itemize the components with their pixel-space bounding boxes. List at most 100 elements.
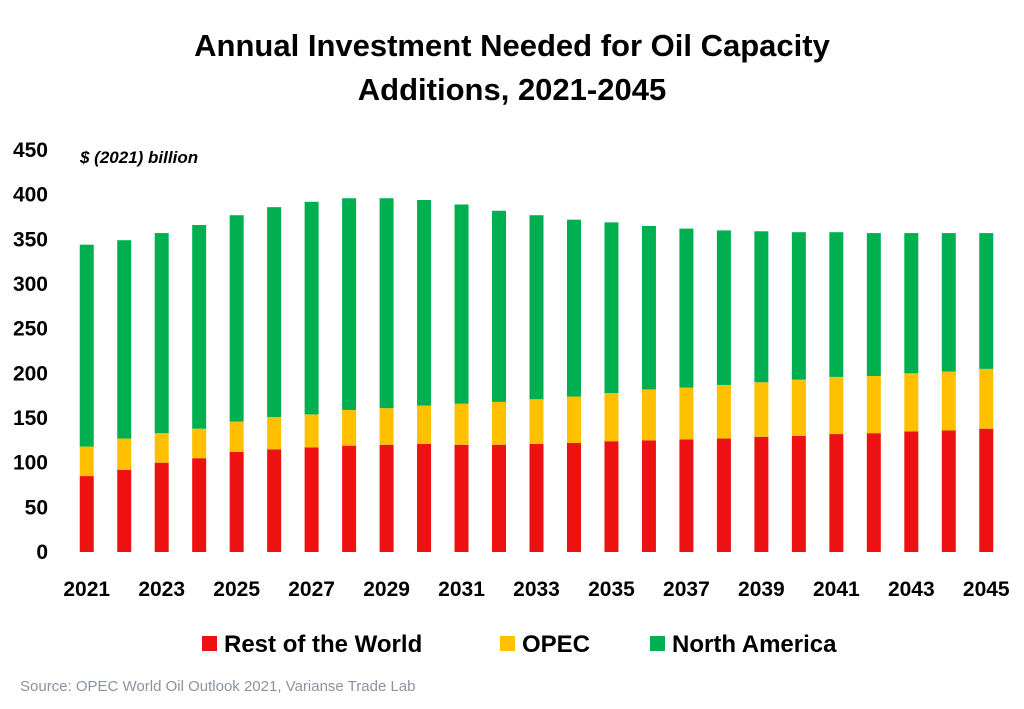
legend-label: North America [672, 631, 837, 658]
bar-segment [154, 433, 169, 463]
bar-segment [304, 201, 319, 415]
bar-segment [79, 244, 94, 447]
legend-swatch [202, 636, 217, 651]
bar-segment [117, 240, 132, 439]
bar-segment [454, 204, 469, 404]
bar-segment [417, 443, 432, 552]
bar-segment [192, 225, 207, 429]
bar-segment [716, 230, 731, 385]
legend-label: Rest of the World [224, 631, 422, 658]
y-tick-label: 300 [13, 273, 48, 296]
bar-segment [641, 440, 656, 552]
y-axis: 0 50 100 150 200 250 300 350 400 450 [13, 139, 48, 564]
bar-segment [492, 401, 507, 445]
bar-segment [754, 231, 769, 383]
y-unit-label: $ (2021) billion [79, 148, 198, 167]
bar-segment [941, 371, 956, 431]
chart-title-line-1: Annual Investment Needed for Oil Capacit… [194, 28, 830, 63]
bar-segment [566, 443, 581, 552]
bar-segment [342, 198, 357, 410]
y-tick-label: 450 [13, 139, 48, 162]
bar-segment [267, 449, 282, 552]
bar-segment [379, 444, 394, 552]
bar-segment [454, 444, 469, 552]
bar-segment [604, 392, 619, 442]
x-tick-label: 2027 [288, 578, 335, 601]
x-tick-label: 2035 [588, 578, 635, 601]
bar-segment [229, 451, 244, 552]
bar-segment [979, 368, 994, 429]
y-tick-label: 200 [13, 362, 48, 385]
y-tick-label: 0 [36, 541, 48, 564]
bar-segment [529, 215, 544, 400]
bar-segment [791, 232, 806, 380]
bar-segment [791, 379, 806, 436]
x-tick-label: 2037 [663, 578, 710, 601]
bar-segment [866, 233, 881, 377]
bar-segment [342, 445, 357, 552]
y-tick-label: 100 [13, 452, 48, 475]
bar-segment [866, 433, 881, 552]
bar-segment [679, 228, 694, 388]
y-tick-label: 50 [25, 496, 48, 519]
y-tick-label: 400 [13, 184, 48, 207]
bar-segment [379, 198, 394, 409]
bar-segment [604, 222, 619, 393]
bar-segment [566, 396, 581, 444]
bar-segment [979, 233, 994, 369]
bar-segment [829, 434, 844, 552]
bar-segment [979, 428, 994, 552]
x-tick-label: 2025 [213, 578, 260, 601]
bar-segment [492, 210, 507, 402]
chart-title: Annual Investment Needed for Oil Capacit… [0, 24, 1024, 112]
bar-segment [192, 458, 207, 552]
bar-segment [529, 399, 544, 444]
bar-segment [679, 439, 694, 552]
bar-segment [304, 447, 319, 552]
bar-segment [417, 200, 432, 406]
x-tick-label: 2043 [888, 578, 935, 601]
y-tick-label: 250 [13, 318, 48, 341]
x-tick-label: 2045 [963, 578, 1010, 601]
bar-segment [754, 382, 769, 437]
bar-segment [492, 444, 507, 552]
bar-segment [716, 384, 731, 439]
legend: Rest of the World OPEC North America [202, 631, 837, 658]
bar-segment [641, 225, 656, 390]
x-tick-label: 2041 [813, 578, 860, 601]
x-tick-label: 2031 [438, 578, 485, 601]
bar-segment [267, 417, 282, 450]
x-tick-label: 2029 [363, 578, 410, 601]
bar-segment [716, 438, 731, 552]
x-tick-label: 2021 [63, 578, 110, 601]
y-tick-label: 350 [13, 228, 48, 251]
bar-segment [529, 443, 544, 552]
bar-segment [866, 376, 881, 434]
bar-segment [79, 446, 94, 477]
source-note: Source: OPEC World Oil Outlook 2021, Var… [20, 678, 416, 695]
x-axis: 2021 2023 2025 2027 2029 2031 2033 2035 2037 2039… [63, 578, 1010, 601]
bar-segment [229, 421, 244, 452]
bar-segment [791, 435, 806, 552]
bar-segment [267, 207, 282, 418]
x-tick-label: 2023 [138, 578, 185, 601]
legend-swatch [650, 636, 665, 651]
bar-segment [117, 469, 132, 552]
bar-segment [754, 436, 769, 552]
bar-segment [904, 373, 919, 432]
bar-segment [117, 438, 132, 470]
bar-segment [941, 430, 956, 552]
bar-segment [604, 441, 619, 552]
bar-segment [154, 233, 169, 434]
y-tick-label: 150 [13, 407, 48, 430]
bar-segment [829, 376, 844, 435]
legend-label: OPEC [522, 631, 590, 658]
bar-segment [79, 476, 94, 552]
bar-segment [566, 219, 581, 397]
bar-segment [379, 408, 394, 445]
bar-segment [342, 409, 357, 446]
bar-segment [304, 414, 319, 448]
x-tick-label: 2033 [513, 578, 560, 601]
bar-segment [941, 233, 956, 372]
